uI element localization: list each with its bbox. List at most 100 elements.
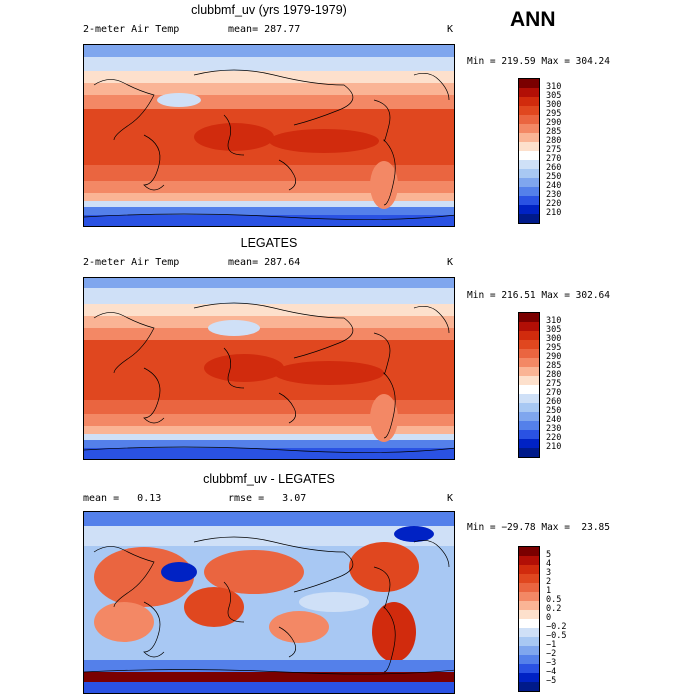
panel-2-colorbar-level-label: 300: [546, 334, 562, 344]
panel-2-colorbar-swatches: [519, 313, 539, 457]
panel-1-colorbar-swatch: [519, 133, 539, 142]
panel-3-colorbar-level-label: 0.2: [546, 604, 562, 614]
panel-1-colorbar-swatch: [519, 151, 539, 160]
panel-3-center-label: rmse = 3.07: [228, 493, 307, 504]
panel-1-colorbar-swatch: [519, 178, 539, 187]
panel-2-colorbar-swatch: [519, 430, 539, 439]
panel-3-colorbar-level-label: 4: [546, 559, 552, 569]
panel-1-colorbar-level-label: 290: [546, 118, 562, 128]
panel-2-colorbar-swatch: [519, 358, 539, 367]
panel-2-colorbar-swatch: [519, 340, 539, 349]
panel-3-colorbar-level-label: 1: [546, 586, 552, 596]
panel-2-colorbar-swatch: [519, 367, 539, 376]
panel-2-colorbar-swatch: [519, 349, 539, 358]
panel-2-colorbar-level-label: 290: [546, 352, 562, 362]
panel-3-title: clubbmf_uv - LEGATES: [203, 472, 335, 486]
panel-1-minmax: Min = 219.59 Max = 304.24: [467, 56, 610, 67]
panel-2-colorbar-swatch: [519, 421, 539, 430]
panel-2-colorbar-swatch: [519, 394, 539, 403]
temperature-map-observed: [84, 278, 454, 459]
panel-1-left-label: 2-meter Air Temp: [83, 24, 180, 35]
season-label: ANN: [510, 8, 556, 31]
panel-3-colorbar-swatch: [519, 637, 539, 646]
panel-3-colorbar-swatch: [519, 628, 539, 637]
panel-1-center-label: mean= 287.77: [228, 24, 301, 35]
panel-2-center-label: mean= 287.64: [228, 257, 301, 268]
temperature-map-model: [84, 45, 454, 226]
panel-2-colorbar-swatch: [519, 403, 539, 412]
panel-3-colorbar-level-label: −0.2: [546, 622, 567, 632]
panel-2-colorbar-swatch: [519, 448, 539, 457]
panel-1-colorbar-swatch: [519, 205, 539, 214]
panel-3-units: K: [447, 493, 454, 504]
panel-1-colorbar-level-label: 305: [546, 91, 562, 101]
panel-1-colorbar-swatch: [519, 160, 539, 169]
panel-1-colorbar-swatch: [519, 214, 539, 223]
panel-3-colorbar-swatch: [519, 682, 539, 691]
panel-2-map: [83, 277, 455, 460]
panel-3-colorbar-swatch: [519, 664, 539, 673]
panel-2-colorbar-level-label: 210: [546, 442, 562, 452]
panel-3-colorbar-swatch: [519, 574, 539, 583]
panel-3-colorbar-swatch: [519, 619, 539, 628]
panel-1-units: K: [447, 24, 454, 35]
panel-3-colorbar-swatch: [519, 547, 539, 556]
panel-3-colorbar: [518, 546, 540, 692]
panel-2-colorbar-swatch: [519, 439, 539, 448]
panel-3-colorbar-swatch: [519, 673, 539, 682]
panel-3-colorbar-level-label: −5: [546, 676, 557, 686]
panel-3-colorbar-swatch: [519, 655, 539, 664]
panel-1-colorbar-level-label: 300: [546, 100, 562, 110]
panel-2-minmax: Min = 216.51 Max = 302.64: [467, 290, 610, 301]
panel-2-colorbar-swatch: [519, 322, 539, 331]
panel-1-colorbar-swatch: [519, 97, 539, 106]
panel-3-colorbar-level-label: −0.5: [546, 631, 567, 641]
panel-1-colorbar: [518, 78, 540, 224]
panel-2-units: K: [447, 257, 454, 268]
panel-3-colorbar-level-label: −1: [546, 640, 557, 650]
panel-3-colorbar-level-label: −3: [546, 658, 557, 668]
panel-3-colorbar-swatch: [519, 610, 539, 619]
panel-3-colorbar-level-label: 3: [546, 568, 552, 578]
panel-2-colorbar: [518, 312, 540, 458]
panel-1-colorbar-swatch: [519, 142, 539, 151]
panel-1-colorbar-level-label: 295: [546, 109, 562, 119]
panel-2-colorbar-swatch: [519, 313, 539, 322]
panel-3-colorbar-level-label: −4: [546, 667, 557, 677]
panel-1-colorbar-level-label: 230: [546, 190, 562, 200]
panel-1-title: clubbmf_uv (yrs 1979-1979): [191, 3, 347, 17]
panel-2-colorbar-level-label: 250: [546, 406, 562, 416]
panel-3-colorbar-swatches: [519, 547, 539, 691]
panel-1-colorbar-swatch: [519, 88, 539, 97]
panel-2-colorbar-swatch: [519, 331, 539, 340]
panel-2-colorbar-level-label: 310: [546, 316, 562, 326]
panel-3-colorbar-swatch: [519, 565, 539, 574]
panel-1-colorbar-swatch: [519, 196, 539, 205]
panel-3-colorbar-level-label: 2: [546, 577, 552, 587]
panel-3-map: [83, 511, 455, 694]
panel-1-colorbar-level-label: 260: [546, 163, 562, 173]
panel-2-title: LEGATES: [240, 236, 298, 250]
panel-3-colorbar-level-label: −2: [546, 649, 557, 659]
panel-3-left-label: mean = 0.13: [83, 493, 162, 504]
panel-2-colorbar-level-label: 280: [546, 370, 562, 380]
panel-1-colorbar-swatch: [519, 124, 539, 133]
panel-2-colorbar-level-label: 285: [546, 361, 562, 371]
panel-1-colorbar-level-label: 310: [546, 82, 562, 92]
panel-2-colorbar-level-label: 305: [546, 325, 562, 335]
panel-1-colorbar-level-label: 285: [546, 127, 562, 137]
panel-3-colorbar-level-label: 5: [546, 550, 552, 560]
panel-1-colorbar-swatch: [519, 115, 539, 124]
panel-1-colorbar-level-label: 270: [546, 154, 562, 164]
panel-2-colorbar-level-label: 270: [546, 388, 562, 398]
panel-2-colorbar-level-label: 275: [546, 379, 562, 389]
panel-1-colorbar-level-label: 275: [546, 145, 562, 155]
panel-1-colorbar-swatch: [519, 169, 539, 178]
panel-1-colorbar-swatch: [519, 187, 539, 196]
panel-1-map: [83, 44, 455, 227]
panel-2-colorbar-swatch: [519, 412, 539, 421]
panel-3-colorbar-level-label: 0: [546, 613, 552, 623]
panel-1-colorbar-level-label: 250: [546, 172, 562, 182]
panel-2-colorbar-level-label: 240: [546, 415, 562, 425]
panel-1-colorbar-swatch: [519, 79, 539, 88]
